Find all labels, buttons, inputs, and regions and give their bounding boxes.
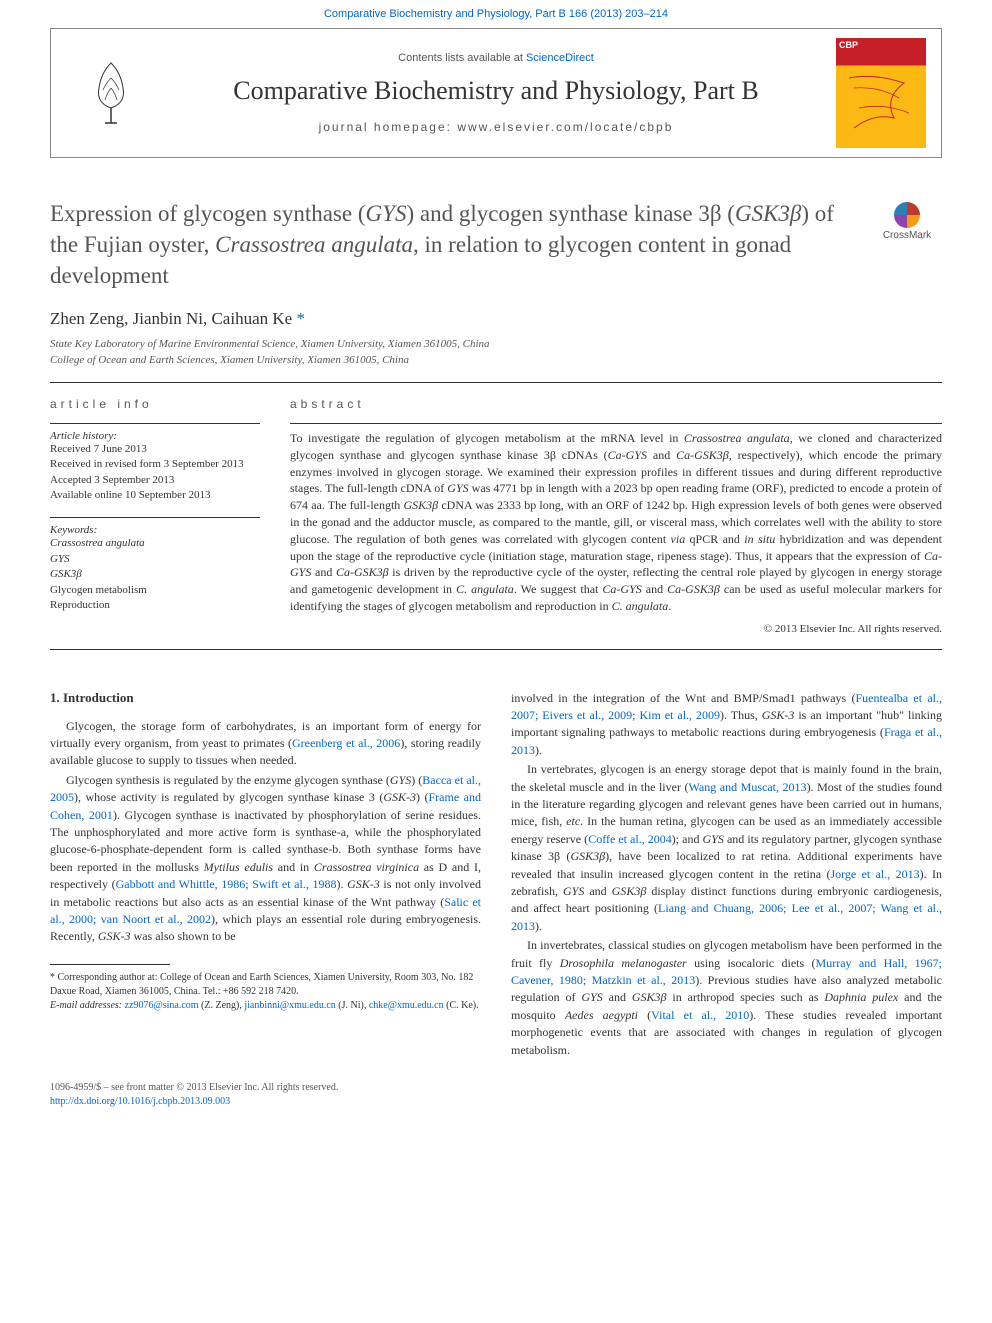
email-link[interactable]: zz9076@sina.com: [125, 1000, 199, 1011]
keywords-block: Keywords: Crassostrea angulata GYS GSK3β…: [50, 517, 260, 613]
abstract-column: abstract To investigate the regulation o…: [290, 397, 942, 635]
body-column-right: involved in the integration of the Wnt a…: [511, 690, 942, 1061]
history-label: Article history:: [50, 430, 260, 442]
intro-para-4: In invertebrates, classical studies on g…: [511, 937, 942, 1059]
corresponding-marker[interactable]: *: [296, 309, 305, 328]
body-column-left: 1. Introduction Glycogen, the storage fo…: [50, 690, 481, 1061]
abstract-text: To investigate the regulation of glycoge…: [290, 423, 942, 615]
keywords-label: Keywords:: [50, 524, 260, 536]
doi-link[interactable]: http://dx.doi.org/10.1016/j.cbpb.2013.09…: [50, 1096, 230, 1107]
sciencedirect-link[interactable]: ScienceDirect: [526, 52, 594, 64]
affiliation-1: State Key Laboratory of Marine Environme…: [50, 337, 942, 352]
intro-para-2: Glycogen synthesis is regulated by the e…: [50, 772, 481, 946]
ref-link[interactable]: Wang and Muscat, 2013: [689, 780, 807, 794]
crossmark-badge[interactable]: CrossMark: [872, 202, 942, 241]
affiliations: State Key Laboratory of Marine Environme…: [50, 337, 942, 368]
article-info-column: article info Article history: Received 7…: [50, 397, 290, 635]
abstract-copyright: © 2013 Elsevier Inc. All rights reserved…: [290, 623, 942, 635]
ref-link[interactable]: Vital et al., 2010: [651, 1008, 749, 1022]
keyword-item: GYS: [50, 553, 70, 565]
intro-para-2-cont: involved in the integration of the Wnt a…: [511, 690, 942, 760]
history-revised: Received in revised form 3 September 201…: [50, 457, 260, 472]
journal-citation-header[interactable]: Comparative Biochemistry and Physiology,…: [0, 0, 992, 28]
homepage-url[interactable]: www.elsevier.com/locate/cbpb: [457, 120, 673, 134]
corresponding-footnote: * Corresponding author at: College of Oc…: [50, 971, 481, 999]
bottom-bar: 1096-4959/$ – see front matter © 2013 El…: [50, 1081, 942, 1109]
cover-art-icon: [844, 68, 918, 138]
history-block: Article history: Received 7 June 2013 Re…: [50, 423, 260, 504]
divider-rule: [50, 649, 942, 650]
email-link[interactable]: chke@xmu.edu.cn: [369, 1000, 444, 1011]
email-link[interactable]: jianbinni@xmu.edu.cn: [244, 1000, 335, 1011]
keyword-item: Crassostrea angulata: [50, 537, 145, 549]
footnotes: * Corresponding author at: College of Oc…: [50, 971, 481, 1013]
keyword-item: Glycogen metabolism: [50, 583, 260, 598]
keyword-item: Reproduction: [50, 598, 260, 613]
authors: Zhen Zeng, Jianbin Ni, Caihuan Ke *: [50, 309, 942, 329]
intro-heading: 1. Introduction: [50, 690, 481, 706]
footnote-rule: [50, 964, 170, 965]
history-received: Received 7 June 2013: [50, 442, 260, 457]
ref-link[interactable]: Coffe et al., 2004: [588, 832, 672, 846]
banner-center: Contents lists available at ScienceDirec…: [171, 52, 821, 134]
elsevier-tree-icon: ELSEVIER: [81, 58, 141, 128]
history-online: Available online 10 September 2013: [50, 488, 260, 503]
title-block: Expression of glycogen synthase (GYS) an…: [50, 198, 852, 291]
journal-cover-thumbnail: CBP: [836, 38, 926, 148]
contents-line: Contents lists available at ScienceDirec…: [171, 52, 821, 64]
journal-banner: ELSEVIER Contents lists available at Sci…: [50, 28, 942, 158]
cover-label: CBP: [839, 40, 858, 50]
divider-rule: [50, 382, 942, 383]
authors-list: Zhen Zeng, Jianbin Ni, Caihuan Ke: [50, 309, 296, 328]
ref-link[interactable]: Greenberg et al., 2006: [292, 736, 400, 750]
crossmark-label: CrossMark: [872, 230, 942, 241]
intro-para-3: In vertebrates, glycogen is an energy st…: [511, 761, 942, 935]
history-accepted: Accepted 3 September 2013: [50, 473, 260, 488]
email-footnote: E-mail addresses: zz9076@sina.com (Z. Ze…: [50, 999, 481, 1013]
crossmark-icon: [894, 202, 920, 228]
abstract-heading: abstract: [290, 397, 942, 411]
homepage-prefix: journal homepage:: [319, 120, 458, 134]
contents-prefix: Contents lists available at: [398, 52, 526, 64]
ref-link[interactable]: Jorge et al., 2013: [830, 867, 919, 881]
intro-para-1: Glycogen, the storage form of carbohydra…: [50, 718, 481, 770]
article-info-heading: article info: [50, 397, 260, 411]
keyword-item: GSK3β: [50, 568, 82, 580]
journal-name: Comparative Biochemistry and Physiology,…: [171, 76, 821, 106]
paper-title: Expression of glycogen synthase (GYS) an…: [50, 198, 852, 291]
ref-link[interactable]: Gabbott and Whittle, 1986; Swift et al.,…: [116, 877, 337, 891]
elsevier-logo: ELSEVIER: [66, 43, 156, 143]
issn-copyright: 1096-4959/$ – see front matter © 2013 El…: [50, 1081, 942, 1095]
homepage-line: journal homepage: www.elsevier.com/locat…: [171, 120, 821, 134]
affiliation-2: College of Ocean and Earth Sciences, Xia…: [50, 353, 942, 368]
